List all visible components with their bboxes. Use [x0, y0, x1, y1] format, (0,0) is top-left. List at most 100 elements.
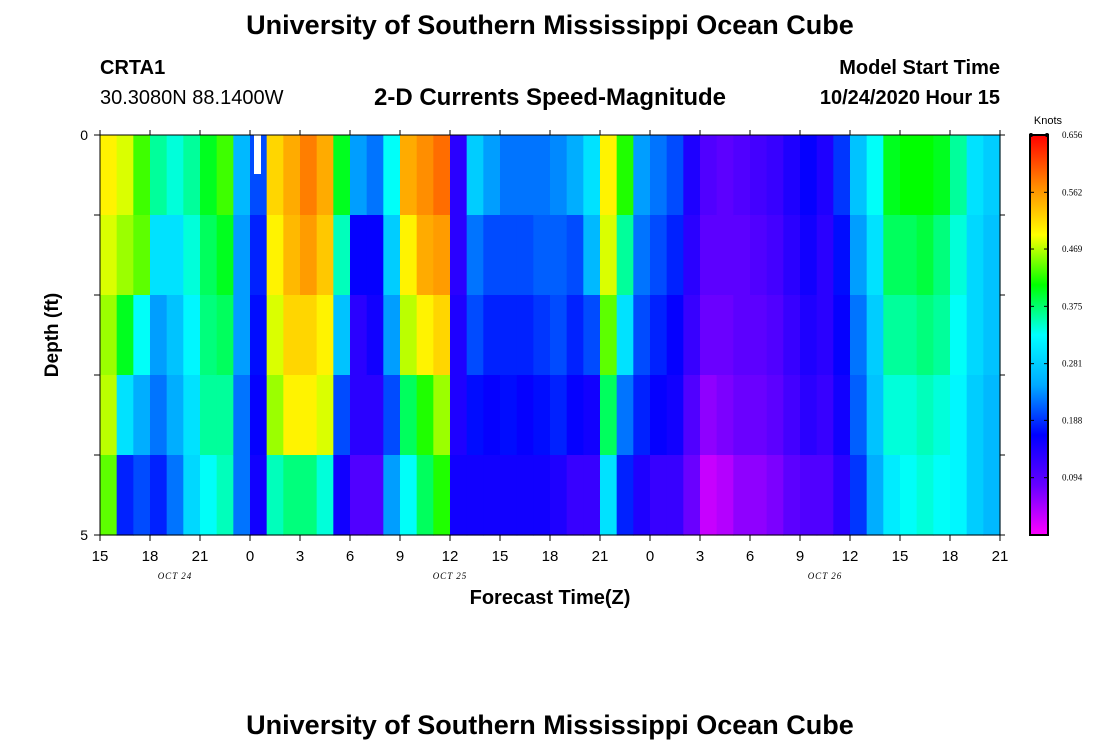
heatmap-cell [150, 295, 168, 376]
heatmap-cell [816, 455, 834, 536]
heatmap-cell [300, 375, 318, 456]
heatmap-cell [933, 135, 951, 216]
heatmap-cell [966, 455, 984, 536]
heatmap-cell [500, 295, 518, 376]
heatmap-cell [133, 375, 151, 456]
heatmap-cell [583, 215, 601, 296]
heatmap-cell [233, 135, 251, 216]
colorbar-top-cap [1045, 133, 1049, 137]
heatmap-cell [616, 295, 634, 376]
heatmap-cell [116, 135, 134, 216]
heatmap-cell [100, 215, 118, 296]
heatmap-cell [550, 295, 568, 376]
heatmap-cell [433, 135, 451, 216]
heatmap-cell [383, 455, 401, 536]
heatmap-cell [966, 215, 984, 296]
colorbar-tick-label: 0.281 [1062, 359, 1082, 369]
heatmap-cell [766, 135, 784, 216]
heatmap-cell [733, 215, 751, 296]
station-id: CRTA1 [100, 57, 166, 79]
heatmap-cell [150, 135, 168, 216]
heatmap-cell [483, 135, 501, 216]
heatmap-cell [200, 215, 218, 296]
x-tick-label: 9 [396, 548, 404, 565]
heatmap-cell [100, 135, 118, 216]
colorbar-tick-label: 0.469 [1062, 244, 1083, 254]
heatmap-cell [266, 455, 284, 536]
heatmap-cell [566, 135, 584, 216]
heatmap-cell [866, 135, 884, 216]
heatmap-cell [466, 295, 484, 376]
x-tick-label: 12 [442, 548, 459, 565]
heatmap-cell [133, 295, 151, 376]
model-start-label: Model Start Time [839, 57, 1000, 79]
heatmap-cell [366, 455, 384, 536]
heatmap-cell [883, 215, 901, 296]
heatmap-cell [633, 455, 651, 536]
heatmap-cell [566, 375, 584, 456]
x-tick-label: 18 [942, 548, 959, 565]
heatmap-cell [416, 135, 434, 216]
heatmap-cell [366, 295, 384, 376]
heatmap-cell [550, 455, 568, 536]
heatmap-cell [983, 375, 1001, 456]
heatmap-cell [450, 135, 468, 216]
heatmap-cell [533, 455, 551, 536]
heatmap-cells [100, 135, 1001, 536]
heatmap-cell [850, 295, 868, 376]
heatmap-cell [383, 375, 401, 456]
heatmap-cell [816, 215, 834, 296]
heatmap-cell [850, 455, 868, 536]
y-axis-label: Depth (ft) [42, 293, 63, 377]
heatmap-cell [283, 215, 301, 296]
heatmap-cell [916, 295, 934, 376]
heatmap-cell [183, 215, 201, 296]
x-tick-label: 18 [142, 548, 159, 565]
heatmap-cell [266, 215, 284, 296]
heatmap-cell [766, 295, 784, 376]
chart-subtitle: 2-D Currents Speed-Magnitude [373, 84, 727, 111]
x-tick-label: 6 [346, 548, 354, 565]
heatmap-cell [766, 215, 784, 296]
heatmap-cell [450, 375, 468, 456]
heatmap-cell [650, 135, 668, 216]
heatmap-cell [783, 135, 801, 216]
heatmap-cell [400, 215, 418, 296]
heatmap-cell [933, 455, 951, 536]
heatmap-cell [716, 135, 734, 216]
heatmap-cell [350, 455, 368, 536]
heatmap-cell [833, 135, 851, 216]
heatmap-cell [250, 375, 268, 456]
heatmap-cell [183, 295, 201, 376]
heatmap-cell [683, 135, 701, 216]
heatmap-cell [700, 455, 718, 536]
x-axis-label: Forecast Time(Z) [470, 587, 631, 609]
heatmap-cell [200, 375, 218, 456]
missing-data-mark [254, 135, 261, 174]
heatmap-cell [333, 135, 351, 216]
heatmap-cell [750, 295, 768, 376]
heatmap-cell [916, 215, 934, 296]
heatmap-cell [316, 295, 334, 376]
heatmap-cell [150, 375, 168, 456]
heatmap-cell [583, 295, 601, 376]
heatmap-cell [483, 215, 501, 296]
heatmap-cell [650, 375, 668, 456]
heatmap-cell [366, 135, 384, 216]
heatmap-cell [633, 215, 651, 296]
heatmap-cell [350, 215, 368, 296]
heatmap-cell [683, 455, 701, 536]
heatmap-cell [283, 455, 301, 536]
heatmap-cell [500, 215, 518, 296]
heatmap-cell [483, 295, 501, 376]
y-axis: 05 [80, 127, 1005, 543]
heatmap-cell [466, 375, 484, 456]
heatmap-cell [800, 455, 818, 536]
heatmap-cell [400, 135, 418, 216]
heatmap-cell [166, 135, 184, 216]
heatmap-cell [283, 135, 301, 216]
heatmap-cell [500, 455, 518, 536]
heatmap-cell [116, 455, 134, 536]
heatmap-cell [716, 215, 734, 296]
heatmap-cell [833, 295, 851, 376]
